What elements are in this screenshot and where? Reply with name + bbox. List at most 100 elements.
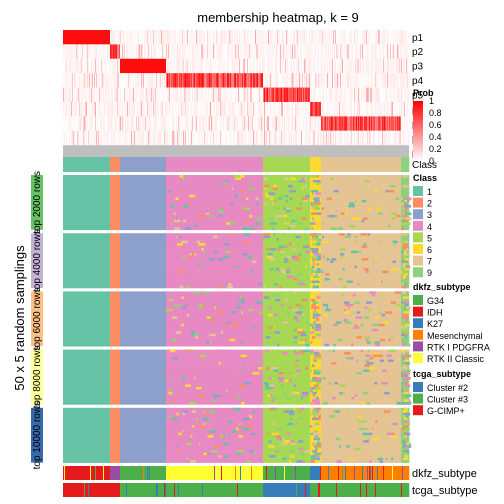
sampling-cell <box>263 432 311 436</box>
membership-cell <box>227 30 229 45</box>
membership-cell <box>407 30 409 45</box>
membership-cell <box>141 87 143 102</box>
membership-cell <box>380 58 382 74</box>
membership-cell <box>232 73 234 88</box>
membership-cell <box>358 58 360 74</box>
membership-cell <box>120 130 122 146</box>
membership-cell <box>94 30 96 45</box>
membership-cell <box>219 44 221 59</box>
sampling-cell <box>321 175 402 178</box>
membership-cell <box>81 73 83 88</box>
membership-cell <box>355 58 357 74</box>
sampling-cell <box>253 452 257 456</box>
membership-cell <box>222 58 224 74</box>
membership-cell <box>352 116 354 131</box>
sampling-cell <box>401 379 404 383</box>
membership-cell <box>376 44 378 59</box>
sampling-cell <box>120 270 167 274</box>
sampling-cell <box>231 394 236 398</box>
membership-cell <box>93 102 95 117</box>
sampling-cell <box>120 278 167 281</box>
sampling-cell <box>120 331 167 335</box>
sampling-cell <box>172 417 178 421</box>
membership-cell <box>155 116 157 131</box>
sampling-cell <box>209 430 217 434</box>
membership-cell <box>321 87 323 102</box>
membership-cell <box>150 87 152 102</box>
membership-cell <box>381 73 383 88</box>
sampling-cell <box>286 275 294 279</box>
membership-cell <box>261 116 263 131</box>
membership-row-p1 <box>63 30 410 45</box>
sampling-cell <box>352 293 356 297</box>
membership-cell <box>274 87 276 102</box>
membership-cell <box>152 116 154 131</box>
membership-cell <box>305 130 307 146</box>
membership-cell <box>110 58 112 74</box>
membership-cell <box>317 58 319 74</box>
sampling-cell <box>110 306 121 310</box>
sampling-cell <box>248 187 255 191</box>
membership-cell <box>107 87 109 102</box>
membership-cell <box>300 44 302 59</box>
membership-cell <box>384 130 386 146</box>
membership-cell <box>254 73 256 88</box>
membership-cell <box>243 102 245 117</box>
class-block-7 <box>321 157 402 172</box>
membership-cell <box>323 87 325 102</box>
membership-cell <box>280 44 282 59</box>
sampling-cell <box>404 427 410 431</box>
membership-cell <box>97 44 99 59</box>
membership-cell <box>103 116 105 131</box>
membership-cell <box>297 30 299 45</box>
sampling-cell <box>283 391 287 395</box>
membership-cell <box>191 30 193 45</box>
sampling-cell <box>324 278 330 281</box>
membership-cell <box>166 73 168 88</box>
membership-cell <box>193 73 195 88</box>
membership-cell <box>247 58 249 74</box>
membership-cell <box>97 87 99 102</box>
membership-cell <box>349 73 351 88</box>
membership-cell <box>266 44 268 59</box>
membership-cell <box>97 102 99 117</box>
membership-cell <box>155 58 157 74</box>
sampling-cell <box>297 217 302 221</box>
membership-cell <box>361 73 363 88</box>
membership-cell <box>200 73 202 88</box>
sampling-cell <box>310 260 322 264</box>
sampling-cell <box>401 179 410 183</box>
class-row: Class <box>63 157 437 172</box>
membership-cell <box>251 73 253 88</box>
membership-cell <box>257 116 259 131</box>
sampling-cell <box>166 440 264 443</box>
sampling-cell <box>321 250 402 254</box>
sampling-cell <box>365 354 371 358</box>
sampling-cell <box>263 338 311 342</box>
membership-cell <box>236 116 238 131</box>
membership-cell <box>82 116 84 131</box>
sampling-cell <box>263 273 311 276</box>
membership-cell <box>295 130 297 146</box>
sampling-cell <box>63 222 111 226</box>
sampling-cell <box>404 303 409 307</box>
sampling-cell <box>110 349 121 353</box>
membership-cell <box>68 44 70 59</box>
sampling-cell <box>313 192 316 196</box>
membership-cell <box>64 130 66 146</box>
membership-cell <box>322 30 324 45</box>
sampling-cell <box>387 224 391 228</box>
membership-cell <box>94 73 96 88</box>
membership-cell <box>152 58 154 74</box>
membership-cell <box>285 58 287 74</box>
sampling-cell <box>120 343 167 347</box>
membership-cell <box>230 58 232 74</box>
sampling-cell <box>198 455 200 458</box>
sampling-cell <box>63 352 111 355</box>
sampling-cell <box>315 407 321 411</box>
membership-cell <box>166 30 168 45</box>
sampling-cell <box>168 391 173 395</box>
membership-cell <box>236 130 238 146</box>
membership-cell <box>244 102 246 117</box>
membership-cell <box>169 30 171 45</box>
